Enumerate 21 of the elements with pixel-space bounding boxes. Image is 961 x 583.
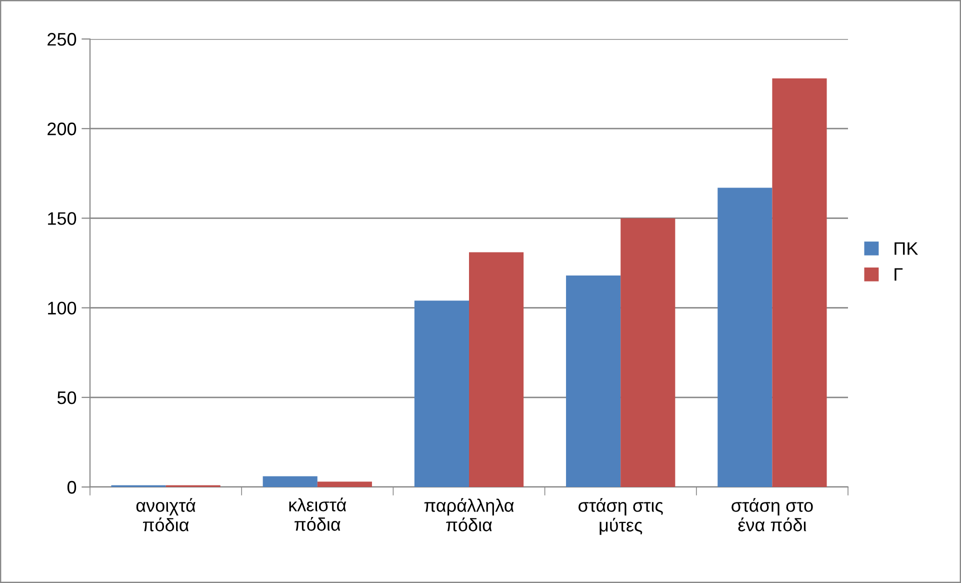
bar: [718, 188, 772, 487]
bar: [317, 482, 372, 487]
x-tick-label: στάση στο ένα πόδι: [732, 498, 813, 532]
bar: [620, 218, 676, 487]
legend-label: ΠΚ: [894, 242, 918, 255]
bar: [469, 252, 524, 487]
bar: [414, 300, 469, 487]
y-tick-label: 50: [57, 391, 76, 404]
y-tick-label: 250: [48, 32, 76, 46]
y-tick-label: 100: [48, 302, 76, 315]
bar: [262, 476, 318, 487]
y-tick-label: 200: [48, 122, 76, 136]
legend-label: Γ: [894, 268, 903, 281]
x-tick-label: ανοιχτά πόδια: [136, 498, 196, 532]
y-tick-label: 0: [67, 480, 76, 494]
x-tick-label: παράλληλα πόδια: [424, 498, 514, 532]
bar: [772, 78, 827, 487]
x-tick-label: στάση στις μύτες: [578, 498, 663, 535]
x-tick-label: κλειστά πόδια: [289, 498, 346, 531]
y-tick-label: 150: [48, 212, 76, 225]
bar: [566, 276, 621, 487]
